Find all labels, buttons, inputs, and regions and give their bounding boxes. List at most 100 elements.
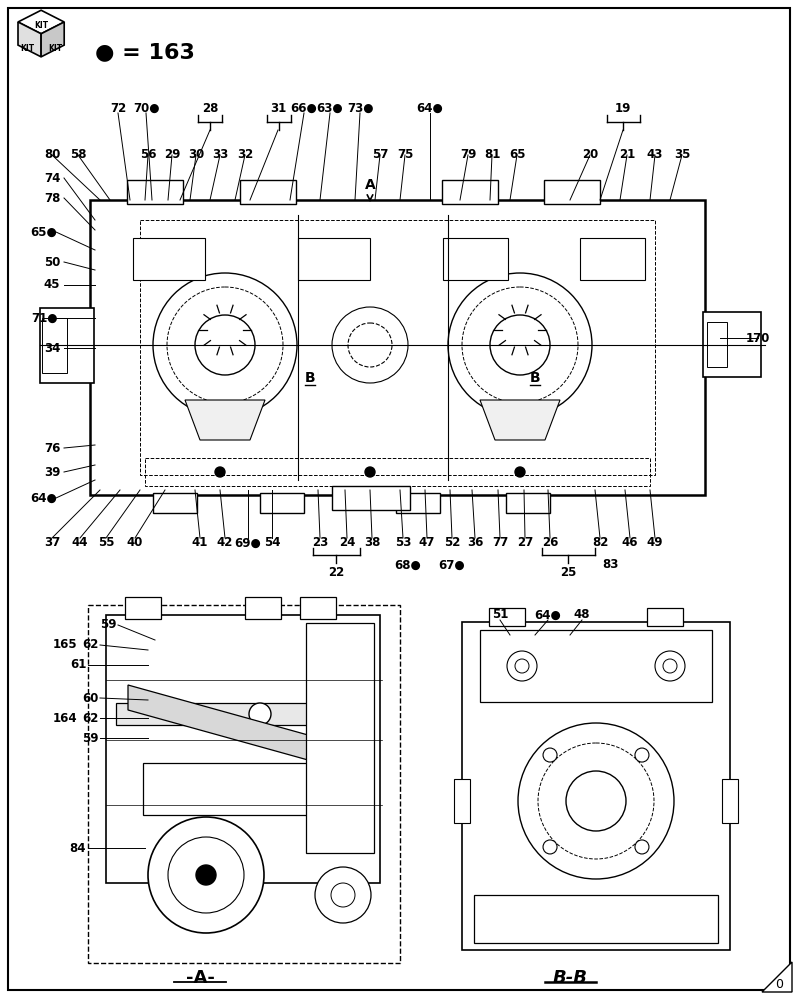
Text: 23: 23 [312,536,328,550]
Text: 74: 74 [44,172,60,184]
Text: 76: 76 [44,442,60,454]
Bar [722,779,738,823]
Text: 20: 20 [582,148,598,161]
Circle shape [543,840,557,854]
Text: 77: 77 [492,536,508,550]
Text: 48: 48 [574,608,590,621]
Bar [125,597,161,619]
Text: 54: 54 [264,536,280,550]
Text: KIT: KIT [20,44,34,53]
Text: 62: 62 [82,712,98,724]
Circle shape [543,748,557,762]
Bar [544,180,600,204]
Polygon shape [18,22,41,57]
Text: 170: 170 [746,332,770,344]
Bar [443,238,508,280]
Text: 62: 62 [82,639,98,652]
Text: 59: 59 [100,618,116,632]
Text: 28: 28 [202,102,218,114]
Circle shape [249,703,271,725]
Bar [40,308,94,383]
Bar [116,703,361,725]
Text: 41: 41 [192,536,208,550]
Circle shape [148,817,264,933]
Text: 78: 78 [44,192,60,205]
Text: A: A [365,178,375,192]
Text: 24: 24 [339,536,355,550]
Bar [332,486,410,510]
Text: B: B [530,371,540,385]
Bar [106,615,380,883]
Text: 21: 21 [619,148,635,161]
Text: 82: 82 [592,536,608,550]
Text: 66●: 66● [290,102,318,114]
Text: 33: 33 [212,148,228,161]
Text: 22: 22 [328,566,344,578]
Text: 80: 80 [44,148,60,161]
Text: 84: 84 [70,842,86,854]
Circle shape [365,467,375,477]
Text: 43: 43 [647,148,663,161]
Text: 58: 58 [70,148,86,161]
Text: B: B [305,371,315,385]
Circle shape [515,467,525,477]
Text: 60: 60 [82,692,98,704]
Bar [506,493,550,513]
Bar [647,608,683,626]
Text: 37: 37 [44,536,60,550]
Text: -A-: -A- [186,969,214,987]
Text: 32: 32 [237,148,253,161]
Text: KIT: KIT [34,21,48,30]
Bar [489,608,525,626]
Bar [298,238,370,280]
Text: 67●: 67● [438,558,466,572]
Text: 63●: 63● [317,102,343,114]
Text: 55: 55 [98,536,114,550]
Circle shape [663,659,677,673]
Circle shape [315,867,371,923]
Text: 81: 81 [484,148,500,161]
Polygon shape [480,400,560,440]
Text: 64●: 64● [30,491,58,504]
Text: 45: 45 [44,278,60,292]
Text: 59: 59 [82,732,98,744]
Text: 0: 0 [775,978,783,990]
Bar [442,180,498,204]
Polygon shape [128,685,308,760]
Bar [462,622,730,950]
Text: 19: 19 [615,102,631,114]
Bar [143,763,328,815]
Bar [300,597,336,619]
Text: ● = 163: ● = 163 [95,42,195,62]
Text: 165: 165 [53,639,78,652]
Text: 53: 53 [395,536,411,550]
Polygon shape [18,10,64,34]
Text: 47: 47 [419,536,435,550]
Text: 68●: 68● [394,558,422,572]
Circle shape [168,837,244,913]
Bar [396,493,440,513]
Text: 75: 75 [397,148,413,161]
Text: 164: 164 [53,712,78,724]
Bar [240,180,296,204]
Bar [703,312,761,377]
Text: 83: 83 [602,558,618,572]
Text: 72: 72 [110,102,126,114]
Text: 49: 49 [646,536,663,550]
Text: KIT: KIT [48,44,62,53]
Bar [127,180,183,204]
Bar [245,597,281,619]
Bar [145,458,650,486]
Bar [260,493,304,513]
Text: 70●: 70● [133,102,159,114]
Text: 65●: 65● [30,226,58,238]
Circle shape [215,467,225,477]
Bar [480,630,712,702]
Bar [42,318,67,373]
Polygon shape [185,400,265,440]
Bar [88,605,400,963]
Text: 29: 29 [164,148,180,161]
Text: 56: 56 [140,148,156,161]
Circle shape [635,840,649,854]
Text: 25: 25 [560,566,576,578]
